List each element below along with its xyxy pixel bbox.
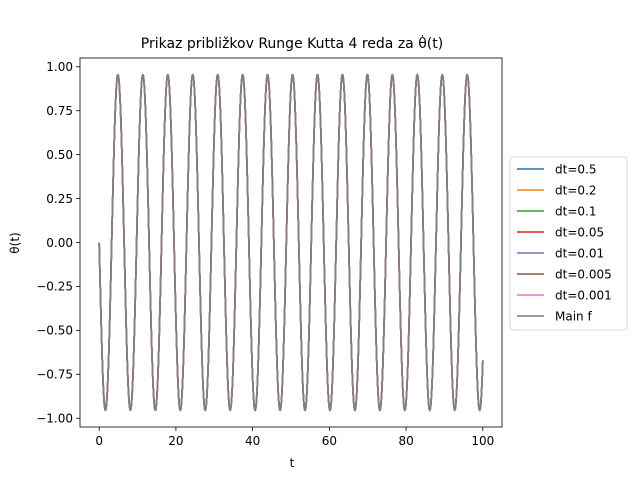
x-tick-label: 80: [398, 434, 413, 448]
y-tick-label: 0.50: [46, 148, 73, 162]
x-tick-label: 100: [471, 434, 494, 448]
legend-label: dt=0.05: [555, 225, 604, 239]
legend-box: [509, 156, 628, 331]
series-line-0: [98, 73, 484, 412]
x-axis-label: t: [290, 456, 295, 470]
series-line-1: [98, 73, 484, 412]
chart-title: Prikaz približkov Runge Kutta 4 reda za …: [141, 34, 443, 52]
x-tick-label: 60: [322, 434, 337, 448]
series-line-3: [98, 73, 484, 412]
series-line-5: [98, 73, 484, 412]
y-tick-label: −0.50: [36, 324, 73, 338]
y-tick-label: 0.75: [46, 104, 73, 118]
legend: dt=0.5 dt=0.2 dt=0.1 dt=0.05 dt=0.01 dt=0.005…: [509, 156, 628, 331]
x-axis-ticks: 0 20 40 60 80 100: [95, 427, 494, 448]
x-tick-label: 0: [95, 434, 103, 448]
y-tick-label: 0.00: [46, 236, 73, 250]
y-tick-label: 0.25: [46, 192, 73, 206]
series-line-6: [98, 73, 484, 412]
series-line-2: [98, 73, 484, 412]
y-tick-label: −1.00: [36, 412, 73, 426]
x-tick-label: 20: [168, 434, 183, 448]
legend-label: Main f: [555, 309, 592, 323]
legend-label: dt=0.01: [555, 246, 604, 260]
legend-label: dt=0.2: [555, 183, 596, 197]
y-axis-label: θ(t): [8, 232, 22, 253]
legend-label: dt=0.005: [555, 267, 612, 281]
series-line-7: [98, 73, 484, 412]
legend-label: dt=0.1: [555, 204, 596, 218]
y-axis-ticks: 1.00 0.75 0.50 0.25 0.00 −0.25 −0.50 −0.75 −1.00: [36, 60, 80, 426]
series-line-4: [98, 73, 484, 412]
y-tick-label: −0.75: [36, 368, 73, 382]
legend-label: dt=0.001: [555, 288, 612, 302]
y-tick-label: 1.00: [46, 60, 73, 74]
x-tick-label: 40: [245, 434, 260, 448]
plot-frame: [79, 57, 503, 428]
legend-label: dt=0.5: [555, 162, 596, 176]
plot-lines: [98, 73, 484, 412]
y-tick-label: −0.25: [36, 280, 73, 294]
